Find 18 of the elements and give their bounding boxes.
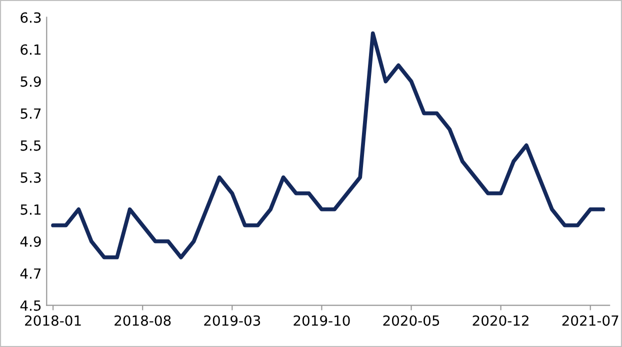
y-tick-label: 5.3 bbox=[20, 172, 41, 183]
x-tick-label: 2019-10 bbox=[294, 315, 350, 326]
y-tick-label: 5.7 bbox=[20, 108, 41, 119]
x-tick-label: 2020-12 bbox=[472, 315, 528, 326]
x-tick-label: 2020-05 bbox=[383, 315, 440, 326]
x-tick-label: 2018-01 bbox=[25, 315, 81, 326]
y-tick-label: 5.1 bbox=[20, 204, 41, 215]
x-tick-label: 2021-07 bbox=[562, 315, 618, 326]
x-tick-label: 2019-03 bbox=[204, 315, 260, 326]
y-tick-label: 4.9 bbox=[20, 236, 41, 247]
y-tick-label: 6.3 bbox=[20, 12, 41, 23]
y-tick-label: 4.5 bbox=[20, 300, 41, 311]
x-tick-label: 2018-08 bbox=[114, 315, 171, 326]
line-series bbox=[51, 31, 606, 260]
y-tick-label: 6.1 bbox=[20, 44, 41, 55]
y-tick-label: 4.7 bbox=[20, 268, 41, 279]
y-tick-label: 5.9 bbox=[20, 76, 41, 87]
y-tick-label: 5.5 bbox=[20, 140, 41, 151]
